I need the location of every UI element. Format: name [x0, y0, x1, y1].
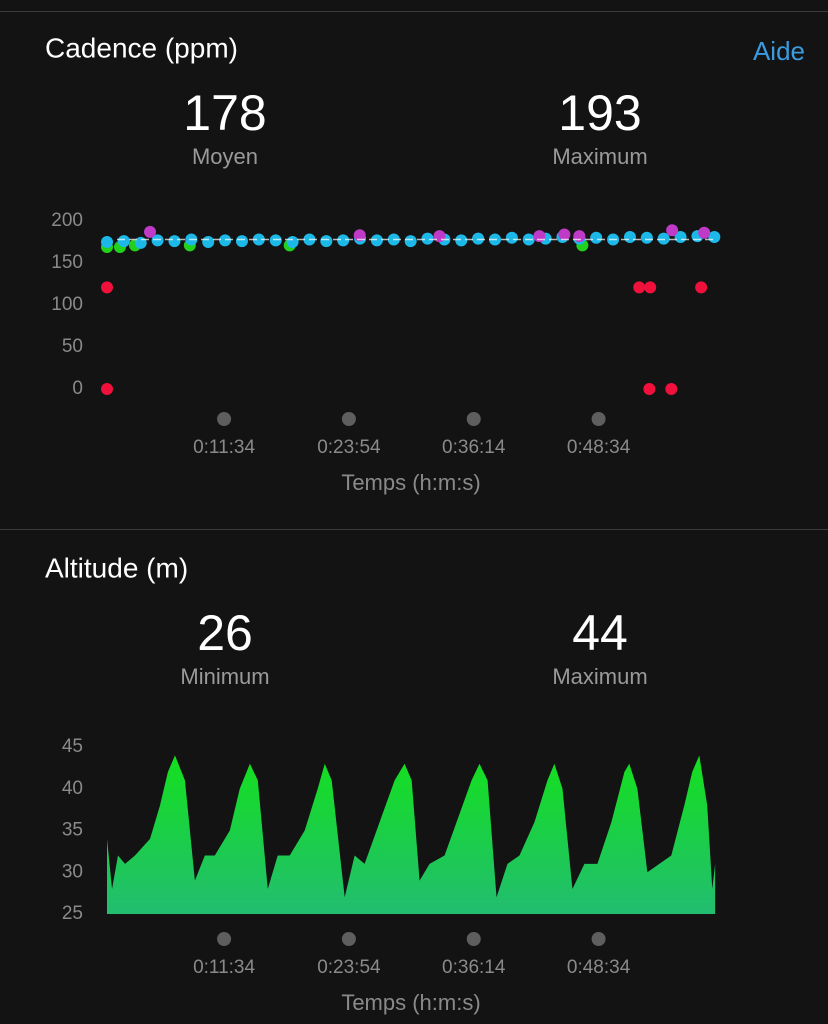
data-point: [134, 236, 147, 249]
data-point: [252, 233, 265, 246]
stat-label: Moyen: [192, 144, 258, 169]
data-point: [623, 230, 636, 243]
x-tick-mark: [217, 932, 232, 946]
x-tick-label: 0:11:34: [193, 437, 255, 458]
data-point: [505, 231, 518, 244]
data-point: [433, 230, 446, 243]
area: [107, 755, 716, 914]
x-tick-mark: [341, 412, 356, 426]
data-point: [202, 236, 215, 248]
x-tick-label: 0:23:54: [317, 437, 381, 458]
x-tick-label: 0:36:14: [442, 437, 506, 458]
y-tick-label: 25: [62, 903, 83, 924]
y-tick-label: 150: [51, 252, 83, 273]
data-point: [286, 236, 299, 248]
data-point: [151, 234, 164, 247]
data-point: [370, 234, 383, 247]
y-tick-label: 200: [51, 210, 83, 231]
data-point: [101, 281, 113, 294]
x-tick-mark: [591, 412, 606, 426]
stat-label: Minimum: [180, 664, 269, 689]
data-point: [665, 383, 678, 395]
stat-value: 44: [572, 605, 628, 661]
stat-value: 178: [183, 85, 266, 141]
stat-label: Maximum: [552, 144, 647, 169]
data-point: [633, 281, 646, 294]
data-point: [320, 235, 333, 248]
data-point: [117, 235, 130, 248]
y-tick-label: 35: [62, 820, 83, 841]
data-point: [657, 232, 670, 245]
x-tick-label: 0:36:14: [442, 957, 506, 978]
help-link[interactable]: Aide: [753, 36, 805, 66]
x-tick-label: 0:23:54: [317, 957, 381, 978]
data-point: [101, 236, 113, 248]
data-point: [353, 229, 366, 242]
x-tick-mark: [466, 932, 481, 946]
x-tick-mark: [341, 932, 356, 946]
y-tick-label: 30: [62, 861, 83, 882]
stat-value: 193: [558, 85, 641, 141]
y-tick-label: 100: [51, 294, 83, 315]
x-tick-mark: [217, 412, 232, 426]
data-point: [235, 235, 248, 248]
data-point: [101, 383, 113, 395]
data-point: [404, 235, 417, 248]
data-point: [144, 225, 157, 238]
stat-value: 26: [197, 605, 253, 661]
data-point: [533, 230, 546, 243]
y-tick-label: 45: [62, 736, 83, 757]
y-tick-label: 0: [72, 378, 83, 399]
data-point: [573, 230, 586, 243]
y-tick-label: 40: [62, 778, 83, 799]
section-title: Altitude (m): [45, 552, 188, 583]
data-point: [695, 281, 708, 294]
data-point: [666, 224, 679, 237]
stat-label: Maximum: [552, 664, 647, 689]
data-point: [337, 234, 350, 247]
x-tick-label: 0:48:34: [567, 957, 631, 978]
x-tick-label: 0:48:34: [567, 437, 631, 458]
data-point: [421, 232, 434, 245]
data-point: [698, 226, 711, 239]
x-axis-label: Temps (h:m:s): [341, 470, 480, 495]
data-point: [558, 228, 571, 241]
data-point: [219, 234, 232, 247]
data-point: [644, 281, 657, 294]
data-point: [643, 383, 656, 395]
data-point: [472, 232, 485, 245]
data-point: [168, 235, 181, 248]
data-point: [269, 234, 282, 247]
data-point: [590, 231, 603, 244]
x-tick-mark: [591, 932, 606, 946]
x-axis-label: Temps (h:m:s): [341, 990, 480, 1015]
x-tick-mark: [466, 412, 481, 426]
data-point: [640, 231, 653, 244]
section-title: Cadence (ppm): [45, 32, 238, 63]
x-tick-label: 0:11:34: [193, 957, 255, 978]
y-tick-label: 50: [62, 336, 83, 357]
data-point: [455, 234, 468, 247]
